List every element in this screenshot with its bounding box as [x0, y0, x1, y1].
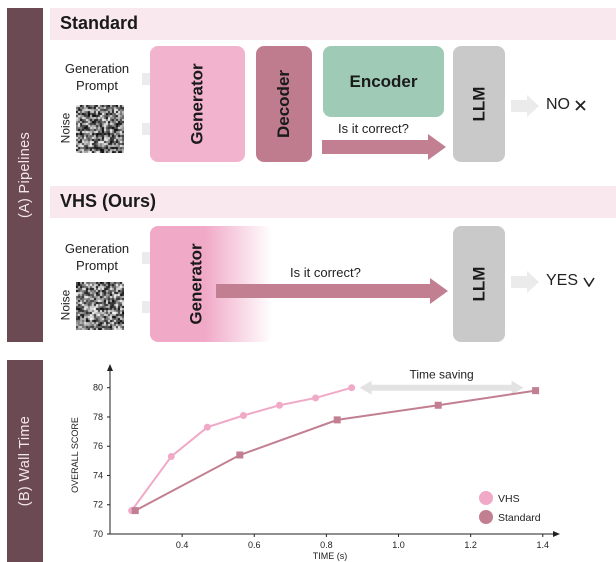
standard-legend-marker: [479, 510, 493, 524]
y-tick-label: 74: [93, 470, 103, 480]
vhs-series-line: [130, 386, 352, 512]
vhs-generator-label: Generator: [187, 243, 206, 325]
vhs-point: [167, 452, 175, 460]
x-tick-label: 1.0: [392, 540, 405, 550]
x-tick-label: 0.8: [320, 540, 333, 550]
y-axis-label: OVERALL SCORE: [70, 417, 80, 493]
standard-prompt-label: Generation Prompt: [64, 61, 130, 93]
vhs-main-arrow: [216, 278, 448, 304]
standard-title: Standard: [60, 13, 139, 33]
check-icon: [583, 277, 595, 287]
y-tick-label: 78: [93, 412, 103, 422]
x-axis-arrowhead: [553, 531, 560, 537]
standard-series-line: [134, 389, 536, 512]
wall-time-chart: 0.4 0.6 0.8 1.0 1.2 1.4 70 72 74 76 78 80 TIME (s) OV…: [70, 364, 560, 561]
standard-point: [236, 451, 244, 459]
vhs-point: [239, 412, 247, 419]
standard-point: [532, 387, 540, 395]
vhs-output-arrow: [511, 271, 539, 293]
y-axis-arrowhead: [107, 364, 113, 371]
time-saving-arrow: [359, 380, 524, 395]
vhs-point: [203, 423, 211, 431]
vhs-question-label: Is it correct?: [290, 265, 361, 280]
vhs-noise-label: Noise: [58, 289, 73, 321]
standard-point: [131, 507, 139, 515]
x-icon: [575, 99, 586, 111]
pipelines-tab-label: (A) Pipelines: [17, 131, 34, 219]
time-saving-label: Time saving: [409, 368, 473, 382]
vhs-point: [348, 384, 356, 392]
vhs-llm-label: LLM: [469, 266, 488, 302]
standard-point: [333, 416, 341, 424]
wall-time-tab: (B) Wall Time: [7, 360, 43, 562]
standard-generator-block: Generator: [150, 46, 245, 162]
x-tick-label: 0.6: [248, 540, 261, 550]
vhs-point: [276, 401, 284, 409]
standard-noise-label: Noise: [58, 112, 73, 144]
standard-main-arrow: [322, 134, 446, 160]
vhs-answer-text: YES: [546, 272, 579, 289]
standard-generator-label: Generator: [187, 63, 207, 145]
y-tick-label: 70: [93, 529, 103, 539]
standard-answer-text: NO: [546, 96, 570, 113]
standard-legend-label: Standard: [498, 512, 541, 524]
x-axis-label: TIME (s): [313, 551, 348, 561]
vhs-legend-label: VHS: [498, 493, 520, 505]
standard-point: [434, 401, 442, 409]
y-tick-label: 72: [93, 500, 103, 510]
x-tick-label: 0.4: [176, 540, 189, 550]
decoder-label: Decoder: [274, 69, 293, 139]
standard-output-arrow: [511, 95, 539, 117]
pipelines-tab: (A) Pipelines: [7, 8, 43, 342]
y-tick-label: 80: [93, 383, 103, 393]
vhs-llm-block: LLM: [453, 226, 505, 342]
standard-noise-image: [76, 105, 124, 153]
standard-llm-block: LLM: [453, 46, 505, 162]
standard-question-label: Is it correct?: [338, 121, 409, 136]
wall-time-tab-label: (B) Wall Time: [17, 415, 33, 507]
encoder-block: Encoder: [323, 46, 444, 117]
decoder-block: Decoder: [256, 46, 312, 162]
y-tick-label: 76: [93, 441, 103, 451]
vhs-point: [312, 394, 320, 402]
standard-header-bar: [50, 8, 616, 40]
encoder-label: Encoder: [349, 71, 418, 91]
vhs-title: VHS (Ours): [60, 191, 157, 211]
vhs-answer: YES: [546, 272, 595, 290]
standard-answer: NO: [546, 96, 586, 114]
x-tick-label: 1.2: [464, 540, 477, 550]
vhs-prompt-label: Generation Prompt: [64, 241, 130, 273]
vhs-noise-image: [76, 282, 124, 330]
vhs-header-bar: [50, 186, 616, 218]
standard-llm-label: LLM: [469, 86, 488, 122]
vhs-legend-marker: [479, 491, 493, 505]
x-tick-label: 1.4: [537, 540, 550, 550]
